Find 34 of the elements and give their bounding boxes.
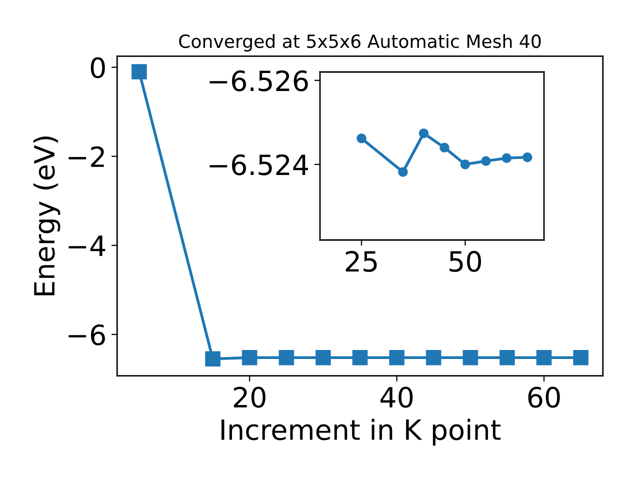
- x-axis-title: Increment in K point: [221, 418, 501, 446]
- point: [418, 128, 429, 138]
- chart-title: Converged at 5x5x6 Automatic Mesh 40: [179, 34, 541, 52]
- point: [356, 134, 366, 144]
- x-tick-label: 60: [528, 386, 560, 408]
- x-tick-label: 50: [450, 250, 482, 272]
- y-tick-label: 0: [90, 57, 105, 78]
- point: [352, 350, 368, 366]
- y-tick-label: −2: [68, 146, 104, 167]
- point: [389, 350, 404, 366]
- point: [462, 350, 478, 366]
- point: [481, 156, 491, 166]
- y-axis-title: Energy (eV): [33, 136, 60, 296]
- point: [205, 351, 220, 367]
- point: [426, 350, 442, 366]
- point: [500, 350, 515, 366]
- point: [242, 350, 258, 366]
- x-tick-label: 25: [346, 250, 377, 272]
- point: [316, 350, 331, 366]
- point: [132, 64, 147, 80]
- y-tick-label: −6.524: [210, 154, 308, 176]
- point: [398, 167, 408, 177]
- point: [278, 350, 294, 366]
- point: [573, 350, 588, 366]
- point: [460, 160, 470, 170]
- point: [522, 152, 532, 162]
- x-tick-label: 20: [234, 386, 266, 408]
- y-tick-label: −4: [68, 236, 106, 256]
- point: [536, 350, 552, 366]
- point: [502, 153, 512, 163]
- y-tick-label: −6: [68, 324, 105, 346]
- point: [440, 142, 450, 152]
- y-tick-label: −6.526: [210, 70, 308, 92]
- x-tick-label: 40: [380, 386, 413, 408]
